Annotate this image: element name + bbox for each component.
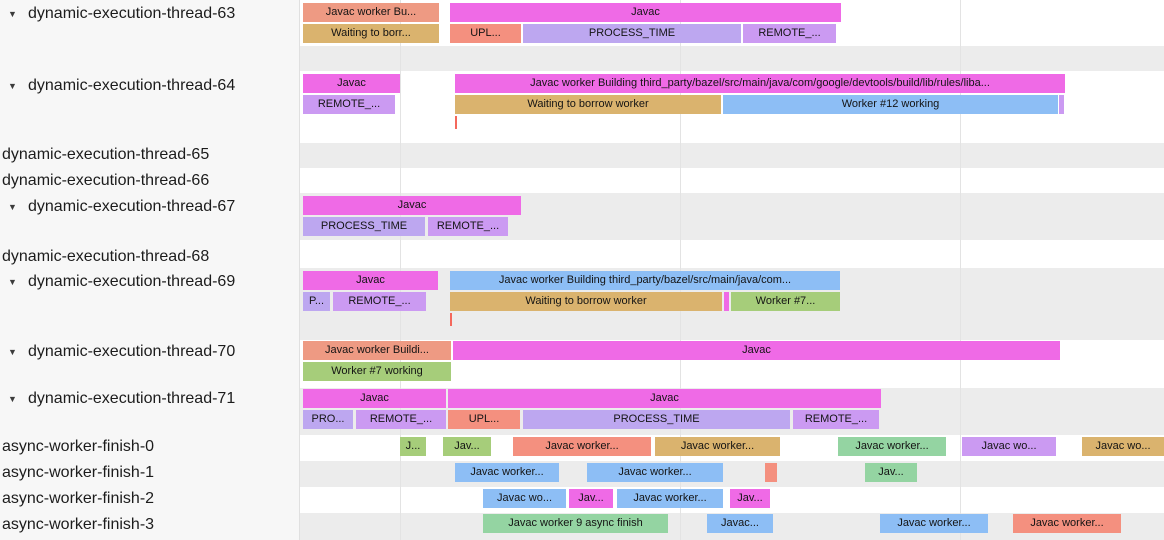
trace-slice[interactable]: Worker #7... bbox=[731, 292, 840, 311]
flow-event-tick bbox=[450, 313, 452, 326]
track-name: dynamic-execution-thread-64 bbox=[28, 77, 236, 94]
trace-slice[interactable]: Jav... bbox=[569, 489, 613, 508]
expander-triangle-icon[interactable]: ▼ bbox=[8, 394, 17, 404]
trace-slice[interactable]: Waiting to borrow worker bbox=[450, 292, 722, 311]
flow-event-tick bbox=[455, 116, 457, 129]
track-row-label-thread-65[interactable]: dynamic-execution-thread-65 bbox=[0, 144, 300, 166]
trace-slice[interactable]: Javac worker Buildi... bbox=[303, 341, 451, 360]
track-row-label-async-worker-finish-1[interactable]: async-worker-finish-1 bbox=[0, 462, 300, 484]
trace-slice[interactable]: Jav... bbox=[865, 463, 917, 482]
trace-slice[interactable]: Javac worker... bbox=[1013, 514, 1121, 533]
trace-slice[interactable]: J... bbox=[400, 437, 426, 456]
trace-slice[interactable]: REMOTE_... bbox=[428, 217, 508, 236]
expander-triangle-icon[interactable]: ▼ bbox=[8, 347, 17, 357]
track-name: dynamic-execution-thread-70 bbox=[28, 343, 236, 360]
track-name: dynamic-execution-thread-69 bbox=[28, 273, 236, 290]
trace-slice[interactable]: Javac... bbox=[707, 514, 773, 533]
trace-slice[interactable]: Javac bbox=[303, 271, 438, 290]
row-band bbox=[300, 46, 1164, 71]
track-row-label-thread-67[interactable]: ▼ dynamic-execution-thread-67 bbox=[0, 196, 300, 218]
track-name: dynamic-execution-thread-67 bbox=[28, 198, 236, 215]
trace-slice[interactable]: Worker #12 working bbox=[723, 95, 1058, 114]
track-row-label-async-worker-finish-0[interactable]: async-worker-finish-0 bbox=[0, 436, 300, 458]
track-row-label-thread-69[interactable]: ▼ dynamic-execution-thread-69 bbox=[0, 271, 300, 293]
trace-slice[interactable] bbox=[1059, 95, 1064, 114]
trace-slice[interactable]: REMOTE_... bbox=[303, 95, 395, 114]
gridline bbox=[400, 0, 401, 540]
trace-slice[interactable]: Waiting to borrow worker bbox=[455, 95, 721, 114]
row-band bbox=[300, 143, 1164, 168]
track-name: dynamic-execution-thread-68 bbox=[2, 248, 210, 265]
trace-slice[interactable]: Javac bbox=[303, 389, 446, 408]
trace-slice[interactable]: Jav... bbox=[730, 489, 770, 508]
trace-slice[interactable]: P... bbox=[303, 292, 330, 311]
trace-slice[interactable]: Javac worker Bu... bbox=[303, 3, 439, 22]
trace-slice[interactable]: REMOTE_... bbox=[743, 24, 836, 43]
trace-slice[interactable]: PROCESS_TIME bbox=[303, 217, 425, 236]
trace-slice[interactable]: Javac bbox=[303, 196, 521, 215]
track-name: async-worker-finish-3 bbox=[2, 516, 155, 533]
trace-slice[interactable]: Javac bbox=[303, 74, 400, 93]
trace-slice[interactable]: PROCESS_TIME bbox=[523, 24, 741, 43]
trace-slice[interactable]: Javac worker 9 async finish bbox=[483, 514, 668, 533]
trace-slice[interactable]: Javac worker... bbox=[655, 437, 780, 456]
track-name: async-worker-finish-1 bbox=[2, 464, 155, 481]
trace-slice[interactable]: Javac worker... bbox=[513, 437, 651, 456]
row-band bbox=[300, 240, 1164, 268]
trace-slice[interactable]: Javac worker... bbox=[455, 463, 559, 482]
trace-slice[interactable]: Worker #7 working bbox=[303, 362, 451, 381]
trace-slice[interactable]: REMOTE_... bbox=[793, 410, 879, 429]
trace-slice[interactable]: Javac wo... bbox=[1082, 437, 1164, 456]
trace-slice[interactable]: Javac worker... bbox=[838, 437, 946, 456]
track-name: dynamic-execution-thread-63 bbox=[28, 5, 236, 22]
trace-slice[interactable]: Javac bbox=[453, 341, 1060, 360]
track-name: async-worker-finish-0 bbox=[2, 438, 155, 455]
track-row-label-thread-66[interactable]: dynamic-execution-thread-66 bbox=[0, 170, 300, 192]
trace-slice[interactable]: Javac worker... bbox=[617, 489, 723, 508]
trace-slice[interactable]: UPL... bbox=[450, 24, 521, 43]
track-row-label-thread-63[interactable]: ▼ dynamic-execution-thread-63 bbox=[0, 3, 300, 25]
expander-triangle-icon[interactable]: ▼ bbox=[8, 81, 17, 91]
trace-slice[interactable] bbox=[724, 292, 729, 311]
expander-triangle-icon[interactable]: ▼ bbox=[8, 277, 17, 287]
trace-slice[interactable]: REMOTE_... bbox=[333, 292, 426, 311]
trace-slice[interactable]: Javac worker Building third_party/bazel/… bbox=[455, 74, 1065, 93]
trace-slice[interactable]: PROCESS_TIME bbox=[523, 410, 790, 429]
row-band bbox=[300, 168, 1164, 193]
gridline bbox=[960, 0, 961, 540]
trace-slice[interactable]: Javac worker... bbox=[880, 514, 988, 533]
track-name: dynamic-execution-thread-66 bbox=[2, 172, 210, 189]
gridline bbox=[680, 0, 681, 540]
trace-slice[interactable] bbox=[765, 463, 777, 482]
track-name: dynamic-execution-thread-65 bbox=[2, 146, 210, 163]
track-label-panel: ▼ dynamic-execution-thread-63 ▼ dynamic-exe… bbox=[0, 0, 300, 540]
track-row-label-async-worker-finish-3[interactable]: async-worker-finish-3 bbox=[0, 514, 300, 536]
expander-triangle-icon[interactable]: ▼ bbox=[8, 9, 17, 19]
trace-slice[interactable]: REMOTE_... bbox=[356, 410, 446, 429]
expander-triangle-icon[interactable]: ▼ bbox=[8, 202, 17, 212]
track-row-label-thread-68[interactable]: dynamic-execution-thread-68 bbox=[0, 246, 300, 268]
trace-slice[interactable]: Javac worker... bbox=[587, 463, 723, 482]
trace-slice[interactable]: Javac wo... bbox=[962, 437, 1056, 456]
trace-slice[interactable]: Javac wo... bbox=[483, 489, 566, 508]
trace-slice[interactable]: UPL... bbox=[448, 410, 520, 429]
trace-slice[interactable]: Javac bbox=[450, 3, 841, 22]
trace-slice[interactable]: Waiting to borr... bbox=[303, 24, 439, 43]
track-row-label-thread-64[interactable]: ▼ dynamic-execution-thread-64 bbox=[0, 75, 300, 97]
track-name: dynamic-execution-thread-71 bbox=[28, 390, 236, 407]
trace-slice[interactable]: PRO... bbox=[303, 410, 353, 429]
trace-slice[interactable]: Jav... bbox=[443, 437, 491, 456]
track-name: async-worker-finish-2 bbox=[2, 490, 155, 507]
track-row-label-async-worker-finish-2[interactable]: async-worker-finish-2 bbox=[0, 488, 300, 510]
trace-slice[interactable]: Javac bbox=[448, 389, 881, 408]
trace-slice[interactable]: Javac worker Building third_party/bazel/… bbox=[450, 271, 840, 290]
track-row-label-thread-71[interactable]: ▼ dynamic-execution-thread-71 bbox=[0, 388, 300, 410]
track-row-label-thread-70[interactable]: ▼ dynamic-execution-thread-70 bbox=[0, 341, 300, 363]
row-band bbox=[300, 461, 1164, 487]
